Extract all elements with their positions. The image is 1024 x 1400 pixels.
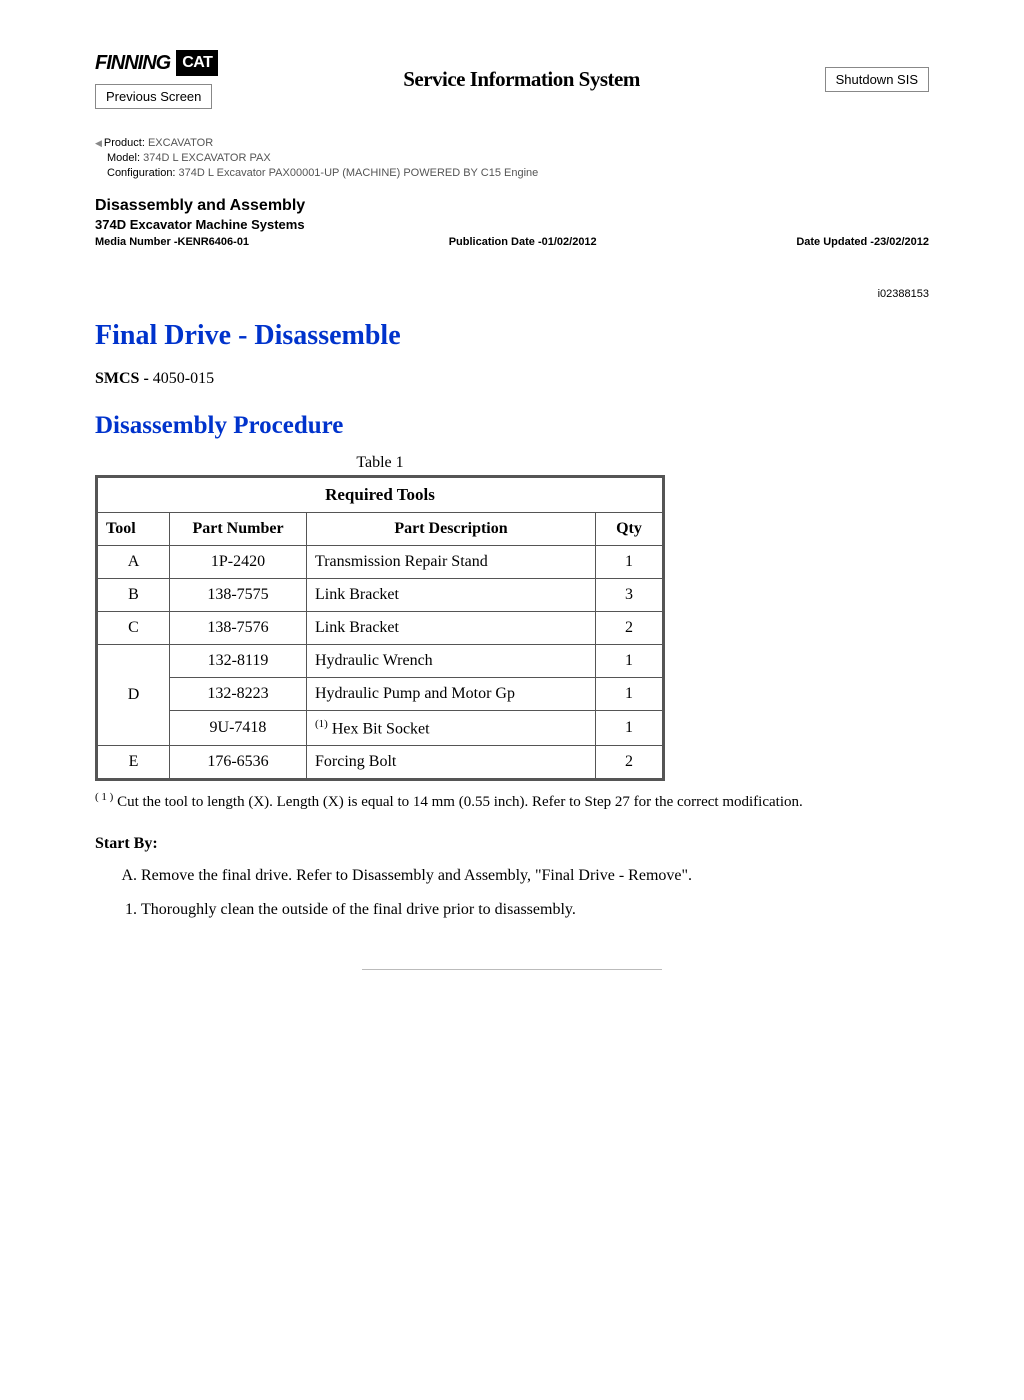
cell-pn: 176-6536 [170, 746, 307, 780]
cell-qty: 1 [596, 678, 664, 711]
meta-config: Configuration: 374D L Excavator PAX00001… [95, 167, 929, 179]
cell-pn: 9U-7418 [170, 711, 307, 746]
start-by-label: Start By: [95, 835, 929, 853]
cell-desc: Forcing Bolt [307, 746, 596, 780]
logo-text: FINNING [95, 52, 170, 75]
cell-qty: 1 [596, 645, 664, 678]
table-row: 132-8223 Hydraulic Pump and Motor Gp 1 [97, 678, 664, 711]
meta-model-label: Model: [107, 152, 140, 164]
divider [362, 969, 662, 970]
cell-tool: A [97, 546, 170, 579]
col-part-description: Part Description [307, 513, 596, 546]
table-title: Required Tools [97, 477, 664, 513]
col-qty: Qty [596, 513, 664, 546]
cell-desc: Link Bracket [307, 579, 596, 612]
back-arrow-icon[interactable]: ◀ [95, 138, 102, 148]
shutdown-sis-button[interactable]: Shutdown SIS [825, 67, 929, 92]
meta-product: ◀Product: EXCAVATOR [95, 137, 929, 149]
cell-qty: 1 [596, 711, 664, 746]
start-by-list: Remove the final drive. Refer to Disasse… [95, 867, 929, 885]
table-row: A 1P-2420 Transmission Repair Stand 1 [97, 546, 664, 579]
cell-qty: 1 [596, 546, 664, 579]
cell-desc: Link Bracket [307, 612, 596, 645]
cell-pn: 138-7575 [170, 579, 307, 612]
cell-pn: 1P-2420 [170, 546, 307, 579]
publication-date: Publication Date -01/02/2012 [449, 236, 597, 248]
sis-title: Service Information System [403, 67, 640, 92]
cell-pn: 132-8223 [170, 678, 307, 711]
table-caption: Table 1 [95, 454, 665, 472]
smcs-line: SMCS - 4050-015 [95, 370, 929, 388]
cell-desc: Hydraulic Pump and Motor Gp [307, 678, 596, 711]
cell-desc: Transmission Repair Stand [307, 546, 596, 579]
meta-product-label: Product: [104, 137, 145, 149]
footnote-ref: (1) [315, 718, 328, 730]
col-tool: Tool [97, 513, 170, 546]
table-row: B 138-7575 Link Bracket 3 [97, 579, 664, 612]
cell-desc: Hydraulic Wrench [307, 645, 596, 678]
cell-pn: 132-8119 [170, 645, 307, 678]
required-tools-table: Required Tools Tool Part Number Part Des… [95, 475, 665, 781]
cell-pn: 138-7576 [170, 612, 307, 645]
meta-config-label: Configuration: [107, 167, 176, 179]
meta-block: ◀Product: EXCAVATOR Model: 374D L EXCAVA… [95, 137, 929, 179]
table-row: E 176-6536 Forcing Bolt 2 [97, 746, 664, 780]
cell-qty: 2 [596, 612, 664, 645]
footnote-text: Cut the tool to length (X). Length (X) i… [113, 794, 802, 810]
step-list: Thoroughly clean the outside of the fina… [95, 901, 929, 919]
inum: i02388153 [95, 288, 929, 300]
cell-tool: E [97, 746, 170, 780]
cell-tool: C [97, 612, 170, 645]
header-row: FINNING CAT Previous Screen Service Info… [95, 50, 929, 109]
meta-product-value: EXCAVATOR [145, 137, 213, 149]
logo: FINNING CAT [95, 50, 218, 76]
logo-block: FINNING CAT Previous Screen [95, 50, 218, 109]
list-item: Remove the final drive. Refer to Disasse… [141, 867, 929, 885]
cell-qty: 3 [596, 579, 664, 612]
cell-desc-text: Hex Bit Socket [328, 720, 430, 737]
meta-config-value: 374D L Excavator PAX00001-UP (MACHINE) P… [176, 167, 539, 179]
date-updated: Date Updated -23/02/2012 [796, 236, 929, 248]
table-footnote: ( 1 ) Cut the tool to length (X). Length… [95, 791, 929, 811]
list-item: Thoroughly clean the outside of the fina… [141, 901, 929, 919]
table-row: 9U-7418 (1) Hex Bit Socket 1 [97, 711, 664, 746]
table-row: D 132-8119 Hydraulic Wrench 1 [97, 645, 664, 678]
meta-model: Model: 374D L EXCAVATOR PAX [95, 152, 929, 164]
smcs-label: SMCS - [95, 370, 153, 387]
footnote-mark: ( 1 ) [95, 791, 113, 803]
smcs-value: 4050-015 [153, 370, 214, 387]
procedure-title: Disassembly Procedure [95, 412, 929, 440]
previous-screen-button[interactable]: Previous Screen [95, 84, 212, 109]
meta-model-value: 374D L EXCAVATOR PAX [140, 152, 271, 164]
media-number: Media Number -KENR6406-01 [95, 236, 249, 248]
section-sub: 374D Excavator Machine Systems [95, 217, 929, 232]
table-row: C 138-7576 Link Bracket 2 [97, 612, 664, 645]
cell-tool: D [97, 645, 170, 746]
logo-badge: CAT [176, 50, 218, 76]
section-heading: Disassembly and Assembly [95, 197, 929, 215]
media-row: Media Number -KENR6406-01 Publication Da… [95, 236, 929, 248]
cell-qty: 2 [596, 746, 664, 780]
doc-title: Final Drive - Disassemble [95, 320, 929, 352]
col-part-number: Part Number [170, 513, 307, 546]
cell-tool: B [97, 579, 170, 612]
cell-desc: (1) Hex Bit Socket [307, 711, 596, 746]
